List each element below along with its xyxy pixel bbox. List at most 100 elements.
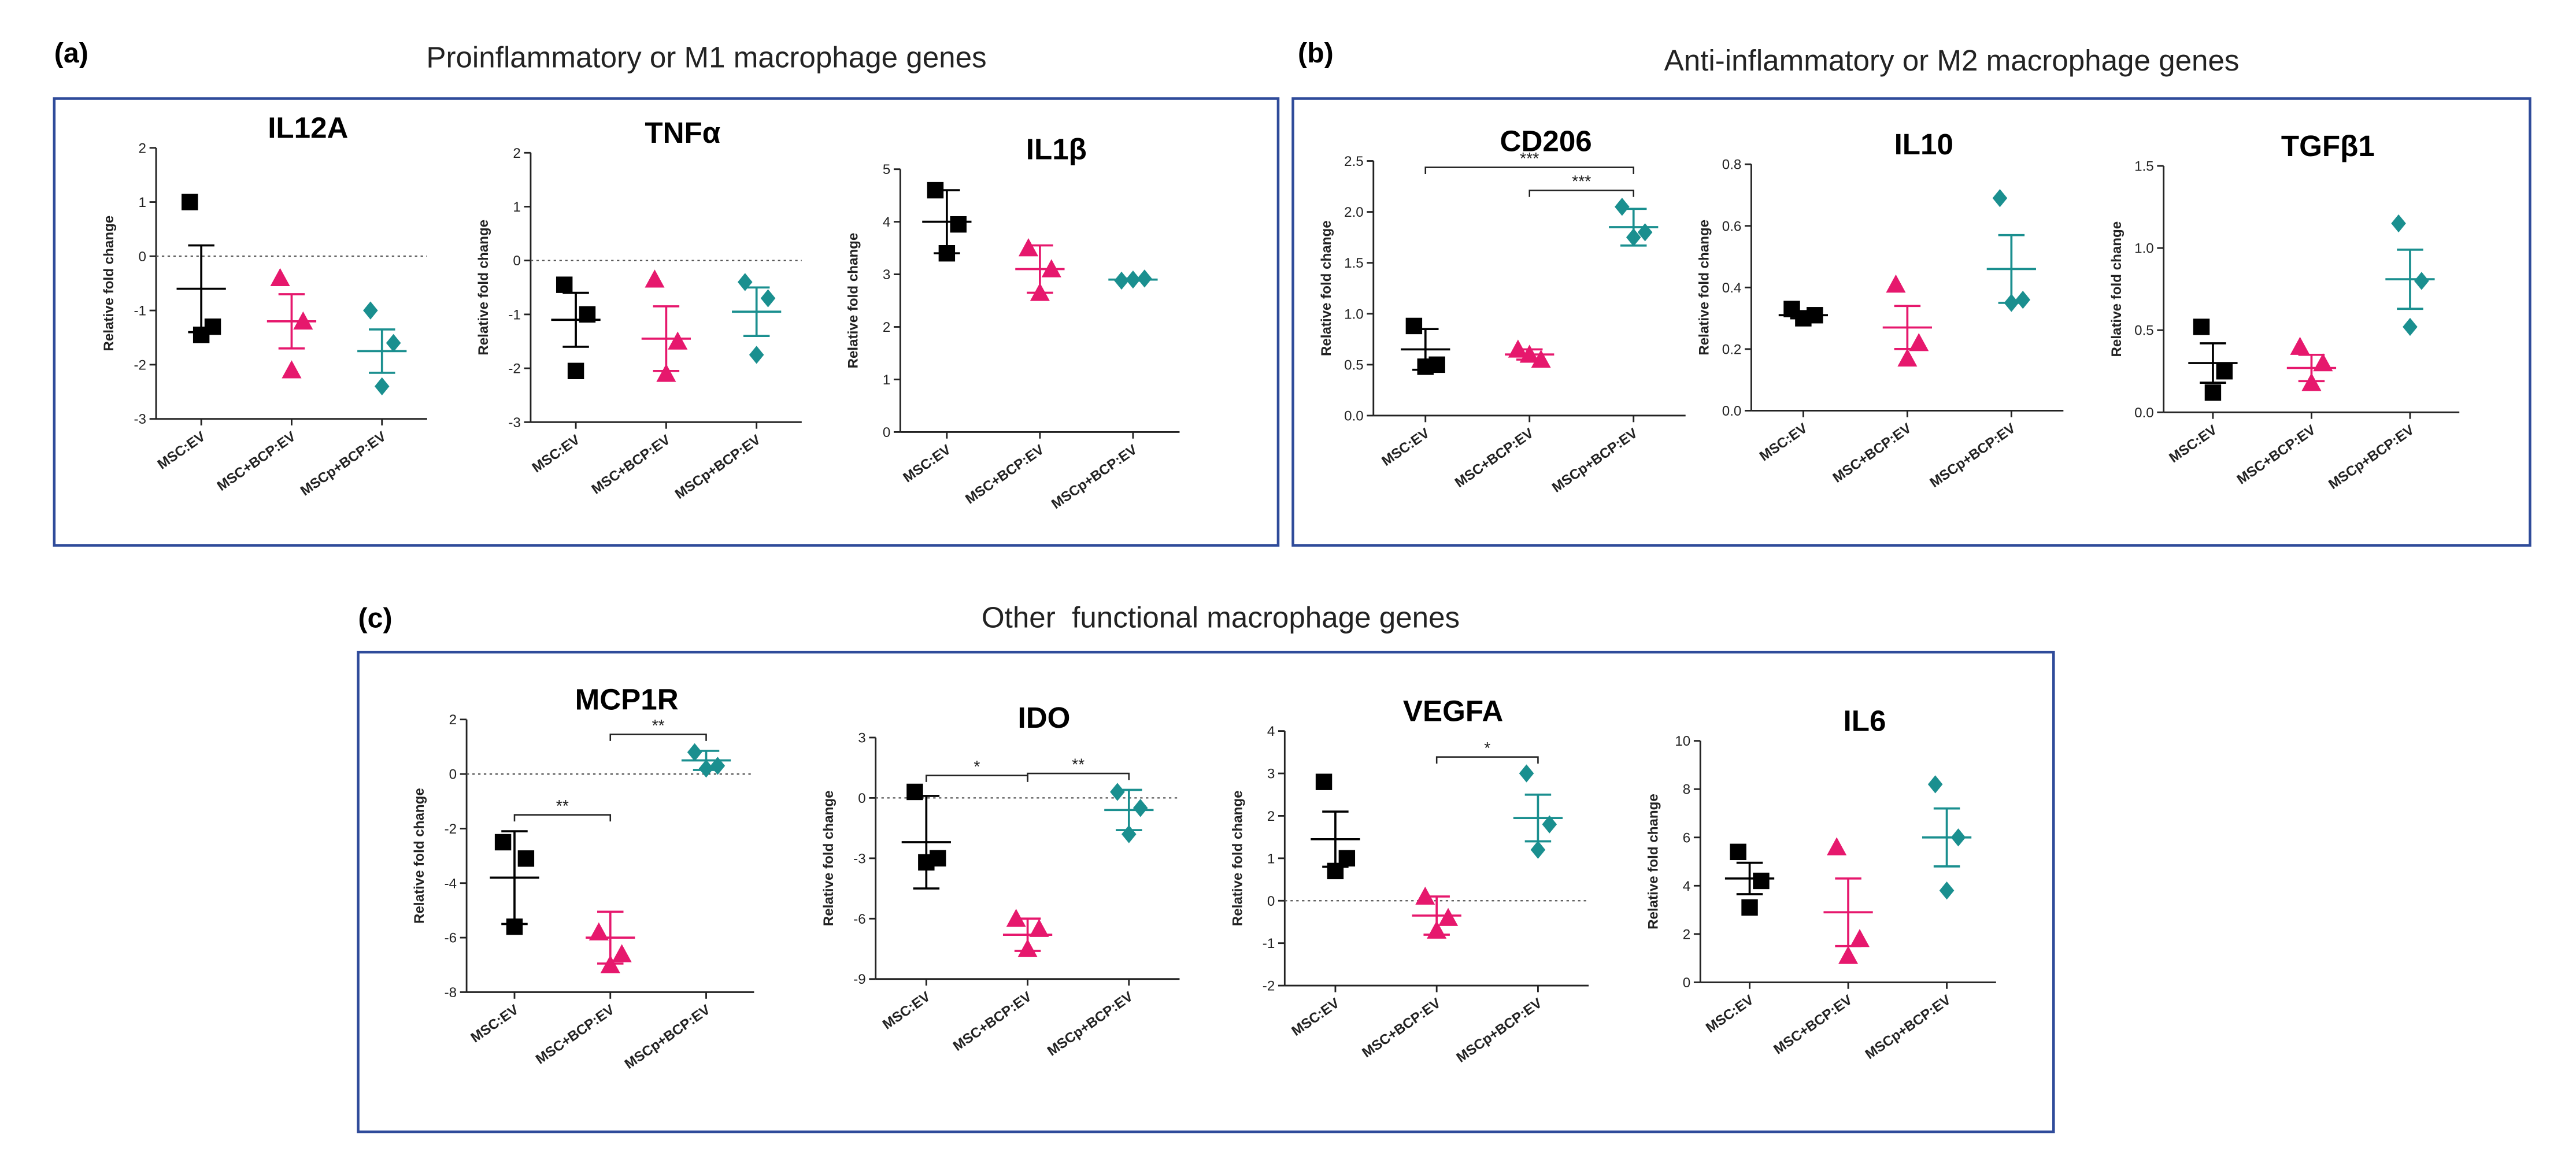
y-tick-label: 4 xyxy=(1683,879,1690,894)
data-point xyxy=(1615,198,1630,216)
x-tick-label: MSC:EV xyxy=(1379,425,1432,469)
y-tick-label: -2 xyxy=(508,361,520,377)
x-tick-label: MSCp+BCP:EV xyxy=(672,432,764,502)
y-tick-label: 0 xyxy=(1683,975,1690,991)
data-point xyxy=(1897,348,1918,367)
y-tick-label: -9 xyxy=(853,972,865,987)
y-tick-label: 2.5 xyxy=(1344,154,1364,169)
data-point xyxy=(1018,238,1039,257)
y-tick-label: 1.5 xyxy=(2134,159,2154,175)
y-tick-label: 0.0 xyxy=(1344,409,1364,424)
data-point xyxy=(645,269,665,288)
y-tick-label: -2 xyxy=(134,357,146,373)
data-point xyxy=(1741,899,1758,916)
y-tick-label: -3 xyxy=(508,415,520,431)
data-point xyxy=(589,922,609,940)
data-point xyxy=(2015,291,2031,309)
x-tick-label: MSC:EV xyxy=(1289,995,1342,1039)
y-tick-label: 1.0 xyxy=(2134,241,2154,257)
significance-bracket xyxy=(1435,756,1539,764)
significance-bracket xyxy=(1528,190,1635,197)
y-tick-label: 3 xyxy=(858,730,865,746)
data-point xyxy=(2403,317,2418,336)
data-point xyxy=(2216,363,2233,380)
data-point xyxy=(2193,318,2210,335)
x-tick-label: MSC+BCP:EV xyxy=(950,989,1035,1054)
y-tick-label: 0 xyxy=(449,767,457,783)
chart-title: IL12A xyxy=(268,112,348,145)
chart-title: MCP1R xyxy=(575,683,679,716)
y-tick-label: 2 xyxy=(1267,809,1275,824)
y-tick-label: 5 xyxy=(883,162,890,177)
data-point xyxy=(749,346,764,364)
data-point xyxy=(1827,837,1847,855)
x-tick-label: MSC+BCP:EV xyxy=(963,442,1047,507)
y-tick-label: 0 xyxy=(513,253,520,269)
chart-title: CD206 xyxy=(1500,124,1592,157)
x-tick-label: MSC:EV xyxy=(155,429,208,473)
y-tick-label: 1 xyxy=(513,199,520,215)
data-point xyxy=(656,364,676,382)
data-point xyxy=(687,743,702,761)
significance-bracket xyxy=(513,814,612,822)
x-tick-label: MSC+BCP:EV xyxy=(1830,420,1915,486)
data-point xyxy=(374,377,390,396)
data-point xyxy=(2391,214,2406,233)
panel-label: (b) xyxy=(1298,38,1334,69)
y-axis-label: Relative fold change xyxy=(2109,221,2125,357)
x-tick-label: MSC:EV xyxy=(530,432,583,476)
x-tick-label: MSC+BCP:EV xyxy=(214,429,299,494)
y-tick-label: -6 xyxy=(445,931,457,946)
data-point xyxy=(1909,333,1929,351)
x-tick-label: MSC:EV xyxy=(880,989,933,1033)
y-tick-label: 0 xyxy=(139,249,146,265)
data-point xyxy=(1753,872,1770,890)
significance-bracket xyxy=(1424,166,1635,174)
y-tick-label: -2 xyxy=(445,821,457,837)
data-point xyxy=(737,273,753,291)
y-tick-label: 0.5 xyxy=(2134,323,2154,339)
y-tick-label: 0.2 xyxy=(1722,342,1742,357)
data-point xyxy=(1939,881,1955,900)
panel-title: Anti-inflammatory or M2 macrophage genes xyxy=(1664,44,2240,77)
y-tick-label: 6 xyxy=(1683,830,1690,846)
chart-title: TGFβ1 xyxy=(2281,129,2375,162)
y-tick-label: 0 xyxy=(858,791,865,806)
y-tick-label: 3 xyxy=(883,267,890,283)
panel-label: (a) xyxy=(54,38,88,69)
data-point xyxy=(556,276,573,293)
data-point xyxy=(1438,908,1459,926)
data-point xyxy=(668,331,688,350)
data-point xyxy=(1927,775,1943,794)
significance-bracket xyxy=(926,775,1028,782)
data-point xyxy=(1530,840,1546,859)
y-tick-label: 1 xyxy=(883,372,890,388)
x-tick-label: MSCp+BCP:EV xyxy=(1549,425,1641,496)
significance-bracket xyxy=(609,734,707,741)
x-tick-label: MSCp+BCP:EV xyxy=(1863,992,1954,1062)
y-tick-label: 2.0 xyxy=(1344,205,1364,220)
y-tick-label: -4 xyxy=(445,876,457,891)
chart-title: VEGFA xyxy=(1403,695,1503,728)
y-tick-label: -2 xyxy=(1263,979,1275,994)
y-tick-label: 1.5 xyxy=(1344,255,1364,271)
y-axis-label: Relative fold change xyxy=(1645,794,1661,929)
data-point xyxy=(1405,317,1423,335)
significance-bracket xyxy=(1027,772,1130,780)
y-tick-label: -8 xyxy=(445,985,457,1001)
chart-title: TNFα xyxy=(645,116,720,149)
y-tick-label: 0.0 xyxy=(1722,403,1742,419)
y-tick-label: 0.4 xyxy=(1722,280,1742,296)
y-tick-label: -3 xyxy=(134,412,146,427)
data-point xyxy=(2313,353,2333,372)
chart-title: IL1β xyxy=(1026,133,1087,166)
x-tick-label: MSC+BCP:EV xyxy=(533,1002,617,1067)
y-tick-label: 2 xyxy=(449,712,457,728)
panel-title: Proinflammatory or M1 macrophage genes xyxy=(426,41,986,74)
y-tick-label: 2 xyxy=(513,146,520,161)
data-point xyxy=(2204,384,2222,401)
x-tick-label: MSCp+BCP:EV xyxy=(622,1002,713,1072)
data-point xyxy=(1315,773,1333,790)
x-tick-label: MSC+BCP:EV xyxy=(1452,425,1537,491)
